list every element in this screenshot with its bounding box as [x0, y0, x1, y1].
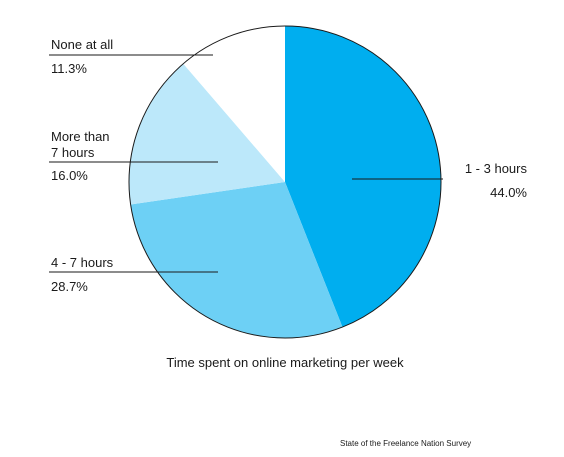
pie-outline [128, 25, 442, 339]
pie-slice-2 [130, 182, 343, 339]
slice-value-4: 11.3% [51, 61, 87, 76]
slice-value-3: 16.0% [51, 168, 88, 183]
slice-label-3-line-2: 7 hours [51, 145, 95, 160]
source-note: State of the Freelance Nation Survey [340, 439, 471, 448]
slice-value-2: 28.7% [51, 279, 88, 294]
pie-slice-1 [285, 25, 442, 328]
slice-label-3-line-1: More than [51, 129, 110, 144]
slice-label-4: None at all [51, 37, 113, 52]
pie-slice-4 [183, 26, 285, 182]
slice-value-1: 44.0% [490, 185, 527, 200]
slice-label-1: 1 - 3 hours [465, 161, 528, 176]
pie-slice-3 [129, 63, 285, 205]
slice-label-2: 4 - 7 hours [51, 255, 114, 270]
chart-caption: Time spent on online marketing per week [166, 355, 404, 370]
